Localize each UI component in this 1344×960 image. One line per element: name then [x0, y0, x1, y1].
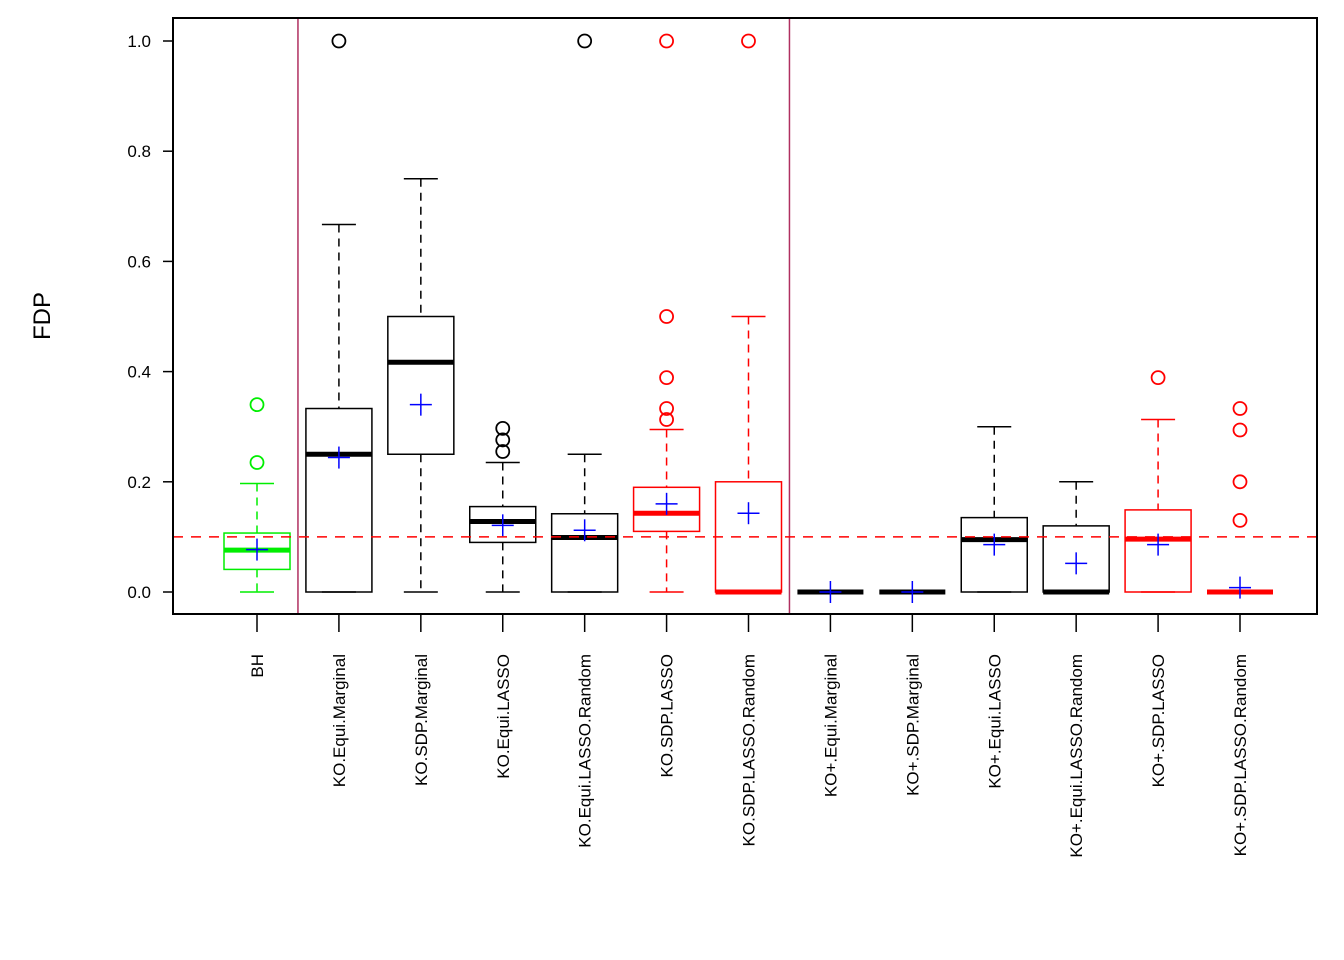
outlier-point — [577, 33, 593, 49]
outlier-point — [249, 455, 265, 470]
plot-frame — [172, 17, 1318, 615]
outlier-point — [741, 33, 756, 49]
boxplot-ko-equi-marginal — [797, 581, 864, 603]
outlier-point — [659, 401, 674, 416]
outlier-point — [659, 309, 674, 324]
x-axis: BH KO.Equi.Marginal KO.SDP.Marginal KO.Equi… — [248, 614, 1250, 858]
x-tick-label: KO+.SDP.Marginal — [903, 654, 922, 796]
boxplot-ko-sdp-marginal — [879, 581, 946, 603]
x-tick-label: KO+.Equi.LASSO.Random — [1067, 654, 1086, 858]
iqr-box — [550, 513, 619, 593]
outlier-point — [495, 432, 511, 448]
boxplots — [223, 33, 1273, 603]
boxplot-ko-equi-marginal — [305, 33, 373, 593]
iqr-box — [1124, 509, 1192, 593]
iqr-box — [469, 505, 537, 544]
iqr-box — [387, 315, 455, 455]
x-tick-label: KO.Equi.Marginal — [330, 654, 349, 787]
boxplot-ko-equi-lasso — [960, 425, 1028, 593]
boxplot-ko-sdp-lasso — [632, 33, 701, 593]
x-tick-label: KO.SDP.Marginal — [412, 654, 431, 786]
y-tick-label: 0.2 — [127, 473, 151, 492]
outlier-point — [1232, 401, 1248, 416]
y-tick-label: 0.4 — [127, 363, 151, 382]
outlier-point — [659, 370, 674, 386]
x-tick-label: KO.SDP.LASSO.Random — [740, 654, 759, 846]
outlier-point — [495, 444, 511, 459]
boxplot-ko-equi-lasso-random — [1042, 481, 1110, 595]
y-axis: 0.0 0.2 0.4 0.6 0.8 1.0 — [127, 32, 173, 602]
boxplot-bh — [223, 397, 291, 593]
y-tick-label: 0.0 — [127, 583, 151, 602]
y-tick-label: 1.0 — [127, 32, 151, 51]
outlier-point — [495, 420, 511, 436]
outlier-point — [1232, 474, 1248, 490]
outlier-point — [1150, 370, 1166, 386]
x-tick-label: KO.Equi.LASSO — [494, 654, 513, 779]
outlier-point — [659, 412, 674, 427]
x-tick-label: KO+.Equi.LASSO — [985, 654, 1004, 789]
outlier-point — [1232, 422, 1248, 438]
boxplot-ko-sdp-lasso-random — [1207, 401, 1273, 599]
outlier-point — [249, 397, 265, 413]
x-tick-label: KO.Equi.LASSO.Random — [576, 654, 595, 848]
y-tick-label: 0.8 — [127, 142, 151, 161]
iqr-box — [960, 516, 1028, 593]
y-tick-label: 0.6 — [127, 252, 151, 271]
outlier-point — [659, 33, 674, 49]
x-tick-label: KO.SDP.LASSO — [658, 654, 677, 777]
x-tick-label: KO+.SDP.LASSO — [1149, 654, 1168, 787]
outlier-point — [1232, 512, 1248, 528]
x-tick-label: BH — [248, 654, 267, 678]
x-tick-label: KO+.SDP.LASSO.Random — [1231, 654, 1250, 856]
x-tick-label: KO+.Equi.Marginal — [821, 654, 840, 797]
boxplot-ko-sdp-lasso — [1124, 370, 1192, 593]
outlier-point — [331, 33, 347, 49]
group-separators — [297, 18, 791, 614]
boxplot-ko-sdp-marginal — [387, 178, 455, 593]
boxplot-ko-equi-lasso — [469, 420, 537, 593]
y-axis-title: FDP — [29, 292, 56, 340]
iqr-box — [305, 407, 373, 593]
iqr-box — [632, 486, 701, 533]
